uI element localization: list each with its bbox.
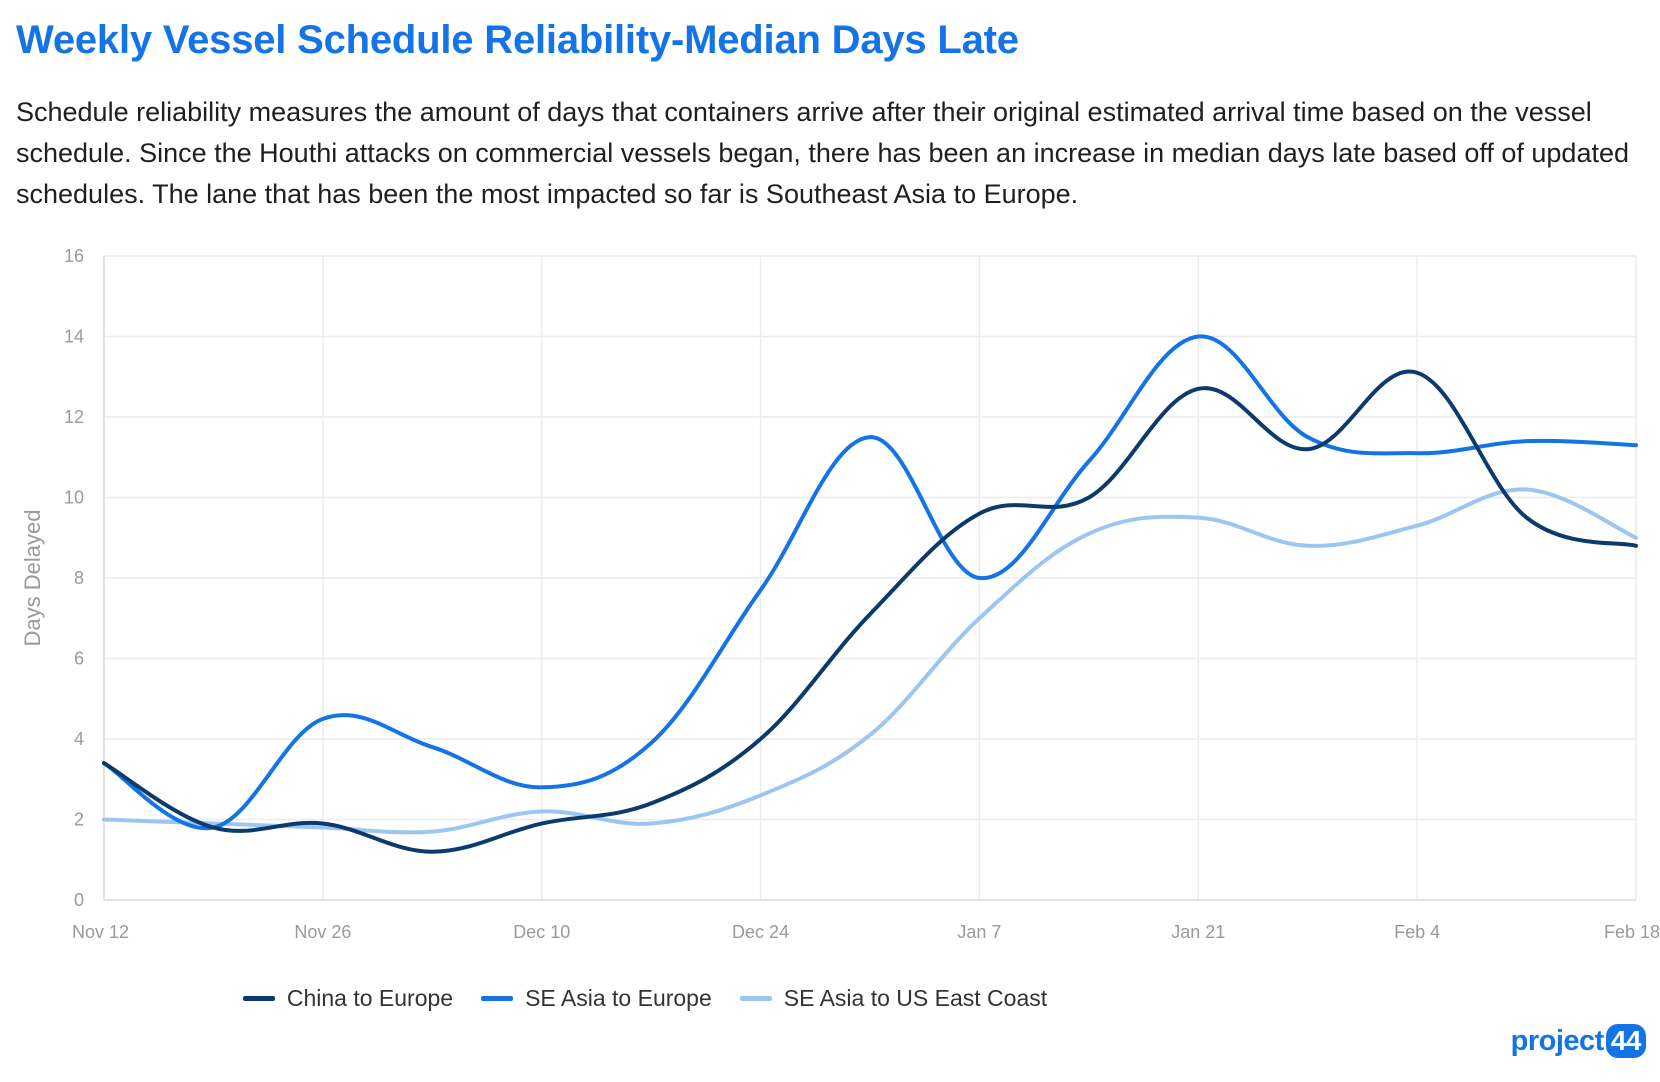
chart-title: Weekly Vessel Schedule Reliability-Media… [16, 18, 1019, 62]
x-tick-label: Feb 18 [1604, 922, 1660, 942]
x-tick-label: Nov 26 [294, 922, 351, 942]
legend-item-seasia-useast[interactable]: SE Asia to US East Coast [739, 985, 1048, 1012]
legend-swatch-china-europe [242, 996, 275, 1001]
series-line-se-asia-to-europe [102, 334, 1638, 831]
y-tick-label: 6 [74, 649, 84, 669]
legend-label-seasia-useast: SE Asia to US East Coast [783, 985, 1048, 1011]
logo-badge: 44 [1605, 1024, 1646, 1058]
y-axis-title: Days Delayed [20, 510, 45, 647]
x-tick-label: Dec 10 [513, 922, 570, 942]
legend-label-china-europe: China to Europe [286, 985, 454, 1011]
x-tick-label: Dec 24 [732, 922, 789, 942]
y-tick-label: 16 [64, 246, 84, 266]
x-tick-label: Feb 4 [1394, 922, 1440, 942]
series-line-se-asia-to-us-east-coast [102, 487, 1638, 835]
y-tick-label: 8 [74, 568, 84, 588]
chart-legend: China to Europe SE Asia to Europe SE Asi… [0, 985, 1290, 1012]
y-tick-label: 10 [64, 488, 84, 508]
y-tick-label: 12 [64, 407, 84, 427]
legend-item-seasia-europe[interactable]: SE Asia to Europe [481, 985, 712, 1012]
y-tick-label: 0 [74, 890, 84, 910]
x-tick-label: Nov 12 [72, 922, 129, 942]
x-tick-label: Jan 21 [1171, 922, 1225, 942]
legend-swatch-seasia-useast [739, 996, 772, 1001]
y-tick-label: 14 [64, 327, 84, 347]
y-tick-label: 4 [74, 729, 84, 749]
chart-subtitle: Schedule reliability measures the amount… [16, 97, 1629, 209]
legend-swatch-seasia-europe [481, 996, 514, 1001]
legend-label-seasia-europe: SE Asia to Europe [525, 985, 712, 1011]
logo-text: project [1510, 1024, 1605, 1057]
series-line-china-to-europe [102, 369, 1638, 854]
project44-logo: project 44 [1511, 1024, 1646, 1058]
legend-item-china-europe[interactable]: China to Europe [242, 985, 454, 1012]
y-tick-label: 2 [74, 810, 84, 830]
line-chart: 0 2 4 6 8 10 12 14 16 Nov 12 Nov 26 Dec 10 Dec 24 Jan… [20, 246, 1660, 942]
x-tick-label: Jan 7 [957, 922, 1001, 942]
